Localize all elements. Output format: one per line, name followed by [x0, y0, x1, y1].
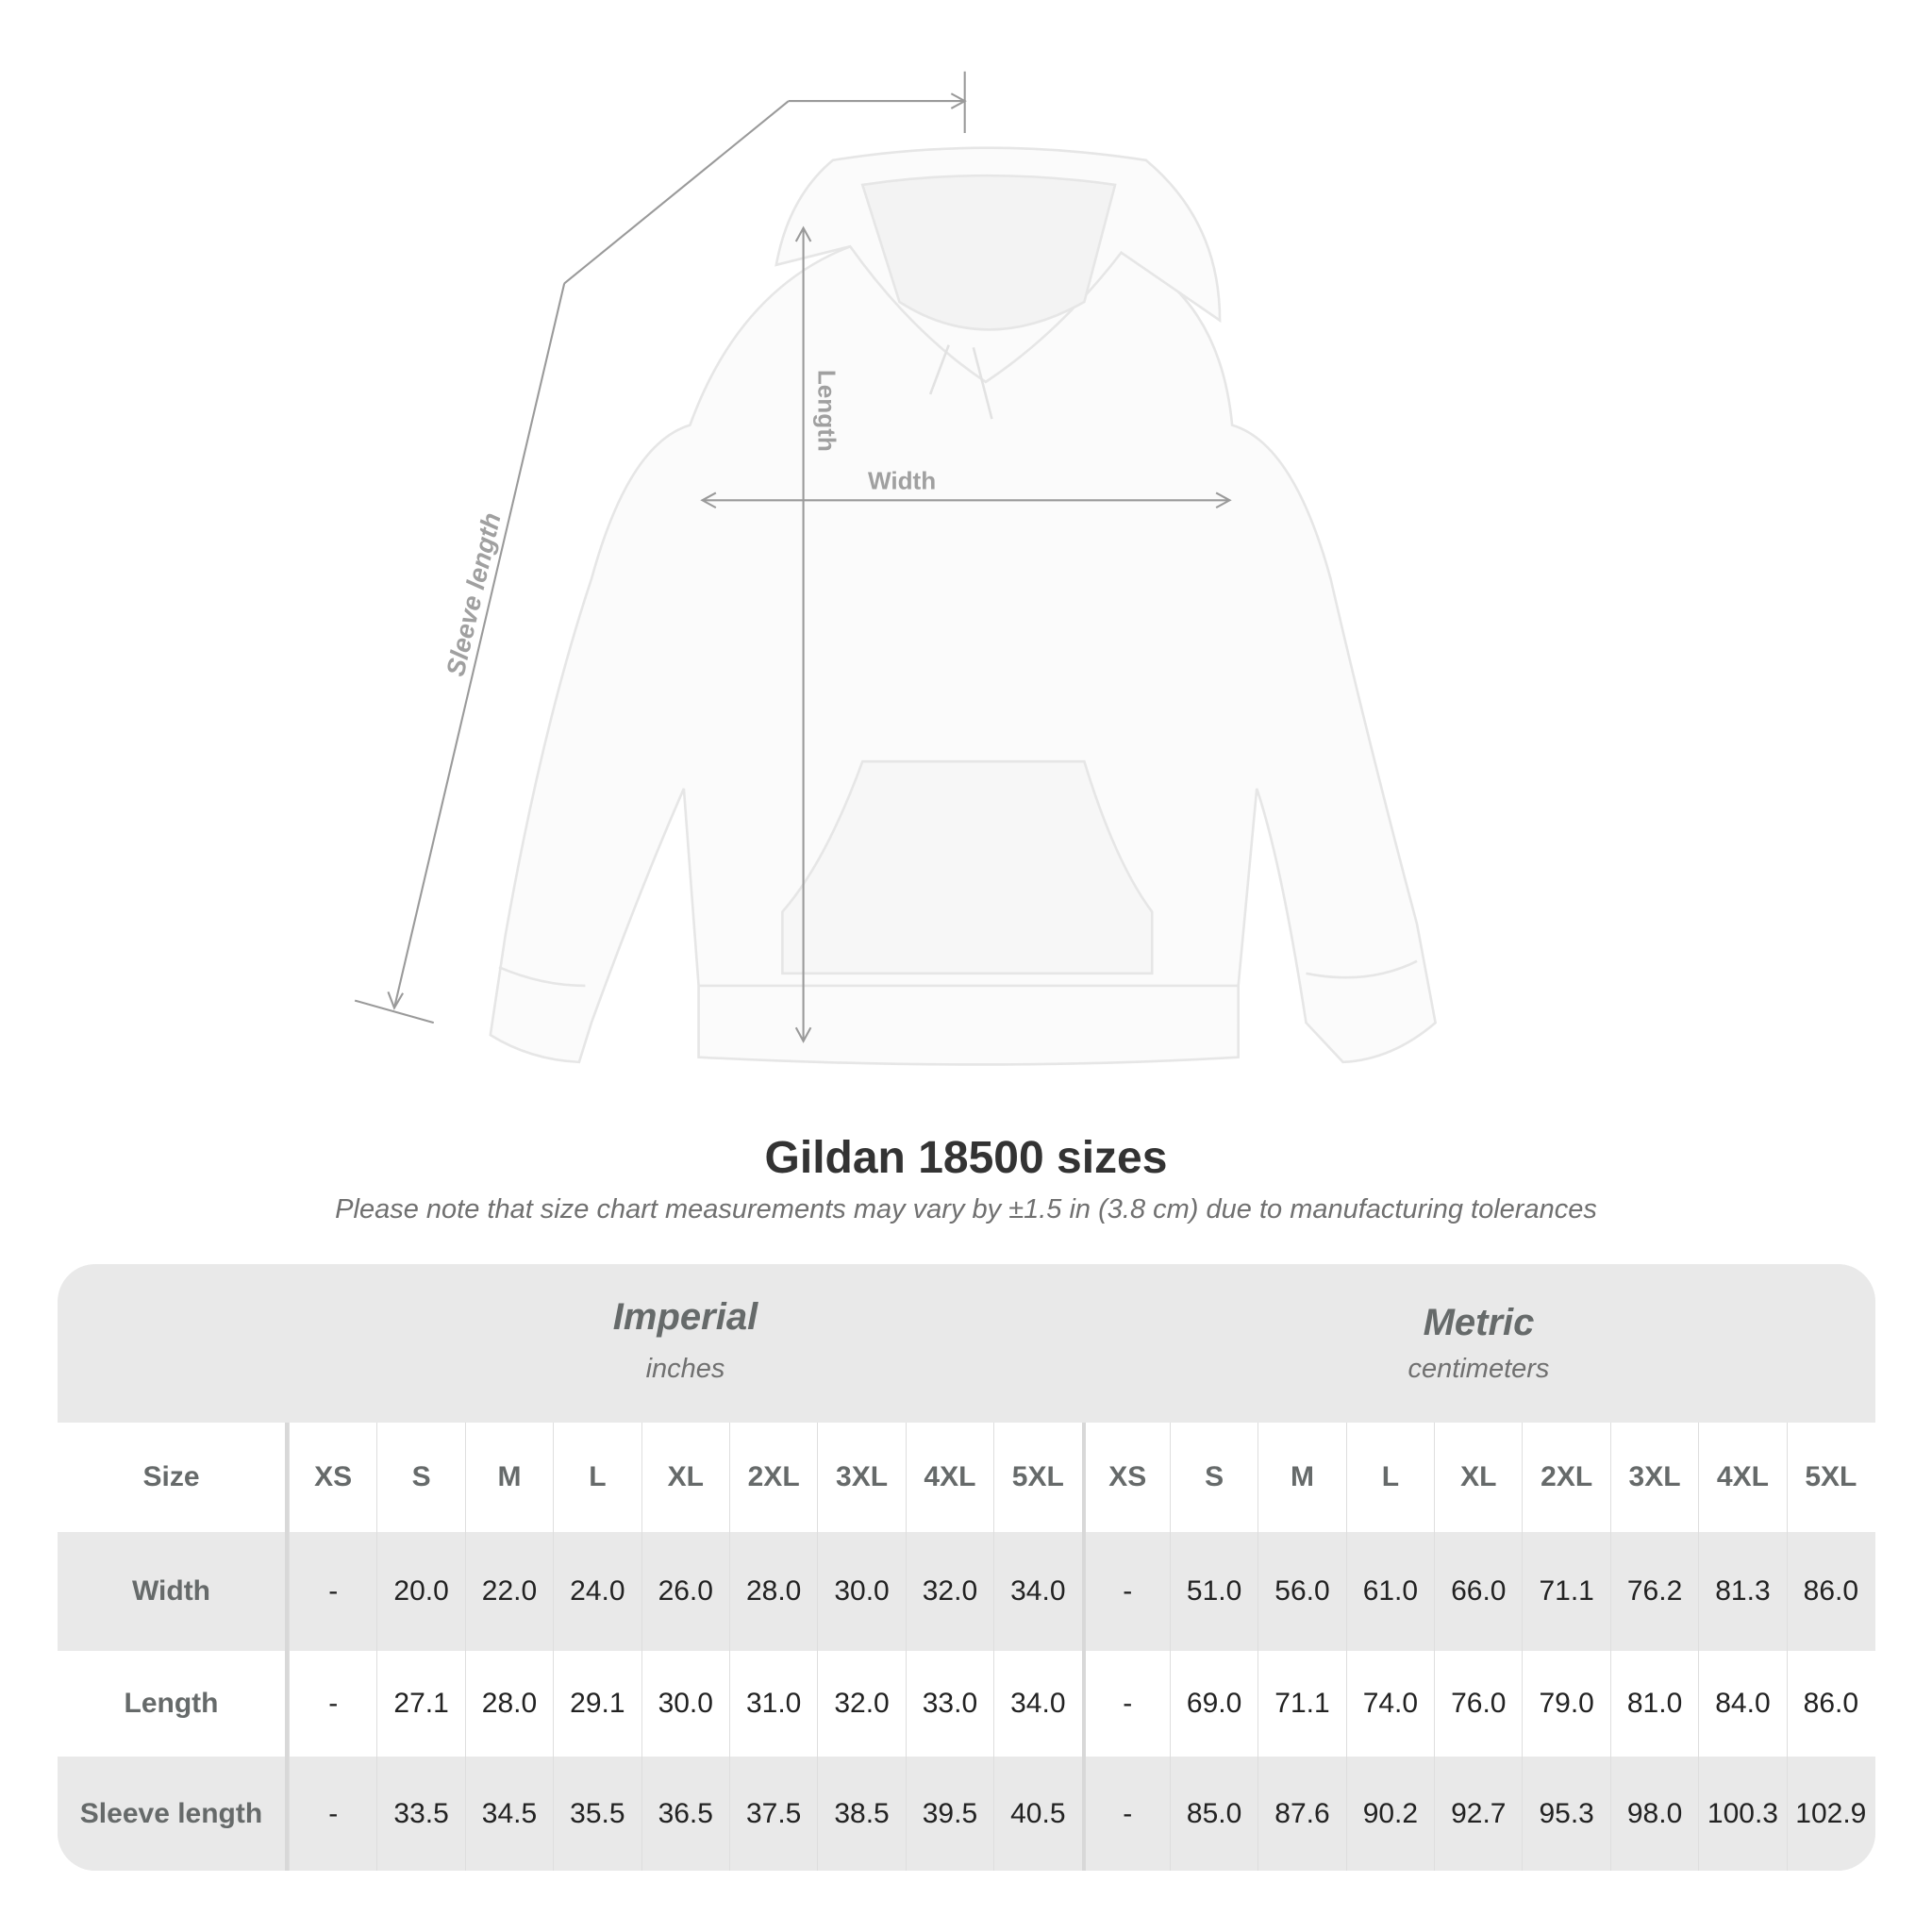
metric-value-cell: 76.2	[1609, 1532, 1698, 1651]
imperial-value-cell: -	[289, 1757, 376, 1871]
metric-title: Metric	[1423, 1302, 1535, 1343]
imperial-size-header: S	[376, 1423, 464, 1532]
imperial-size-header: XL	[641, 1423, 729, 1532]
metric-size-header: 2XL	[1522, 1423, 1609, 1532]
measurement-lines	[354, 71, 1232, 1043]
table-row: Sleeve length -33.5 34.5 35.5 36.5 37.5 38.5 39…	[58, 1757, 1875, 1871]
imperial-size-header: 3XL	[817, 1423, 905, 1532]
imperial-value-cell: 33.0	[905, 1651, 993, 1757]
size-row: Size XS S M L XL 2XL 3XL 4XL 5XL XS S M L XL 2XL 3XL 4XL 5…	[58, 1423, 1875, 1532]
metric-value-cell: 87.6	[1257, 1757, 1345, 1871]
metric-value-cell: 86.0	[1786, 1651, 1874, 1757]
imperial-size-header: XS	[289, 1423, 376, 1532]
imperial-value-cell: 28.0	[464, 1651, 553, 1757]
imperial-size-header: 2XL	[728, 1423, 817, 1532]
metric-value-cell: 102.9	[1786, 1757, 1874, 1871]
metric-value-cell: 71.1	[1257, 1651, 1345, 1757]
table-row: Width -20.0 22.0 24.0 26.0 28.0 30.0 32.0 34.0-5…	[58, 1532, 1875, 1651]
metric-value-cell: 71.1	[1522, 1532, 1609, 1651]
imperial-value-cell: 32.0	[905, 1532, 993, 1651]
imperial-size-header: L	[553, 1423, 641, 1532]
imperial-value-cell: 36.5	[641, 1757, 729, 1871]
length-label: Length	[812, 370, 841, 452]
metric-size-header: 4XL	[1698, 1423, 1786, 1532]
metric-value-cell: 90.2	[1345, 1757, 1434, 1871]
metric-value-cell: 76.0	[1434, 1651, 1522, 1757]
imperial-size-header: 4XL	[905, 1423, 993, 1532]
metric-value-cell: 86.0	[1786, 1532, 1874, 1651]
imperial-value-cell: 28.0	[728, 1532, 817, 1651]
imperial-header: Imperial inches	[289, 1264, 1082, 1423]
width-label: Width	[868, 467, 936, 495]
metric-value-cell: 95.3	[1522, 1757, 1609, 1871]
imperial-value-cell: 38.5	[817, 1757, 905, 1871]
metric-value-cell: 81.3	[1698, 1532, 1786, 1651]
metric-size-header: XS	[1081, 1423, 1170, 1532]
metric-value-cell: -	[1081, 1651, 1170, 1757]
imperial-value-cell: -	[289, 1532, 376, 1651]
metric-value-cell: 69.0	[1169, 1651, 1257, 1757]
sleeve-length-label: Sleeve length	[441, 510, 507, 679]
imperial-value-cell: -	[289, 1651, 376, 1757]
metric-value-cell: 61.0	[1345, 1532, 1434, 1651]
metric-value-cell: 74.0	[1345, 1651, 1434, 1757]
imperial-value-cell: 40.5	[993, 1757, 1081, 1871]
metric-value-cell: 92.7	[1434, 1757, 1522, 1871]
row-label: Length	[58, 1651, 289, 1757]
metric-value-cell: -	[1081, 1757, 1170, 1871]
page-title: Gildan 18500 sizes	[764, 1133, 1168, 1183]
imperial-value-cell: 29.1	[553, 1651, 641, 1757]
imperial-value-cell: 30.0	[817, 1532, 905, 1651]
hoodie-image	[489, 146, 1438, 1066]
imperial-value-cell: 35.5	[553, 1757, 641, 1871]
size-header-label: Size	[58, 1423, 289, 1532]
metric-value-cell: 56.0	[1257, 1532, 1345, 1651]
imperial-value-cell: 39.5	[905, 1757, 993, 1871]
imperial-value-cell: 22.0	[464, 1532, 553, 1651]
row-label: Sleeve length	[58, 1757, 289, 1871]
metric-size-header: XL	[1434, 1423, 1522, 1532]
imperial-size-header: M	[464, 1423, 553, 1532]
metric-value-cell: 100.3	[1698, 1757, 1786, 1871]
imperial-value-cell: 20.0	[376, 1532, 464, 1651]
metric-value-cell: 51.0	[1169, 1532, 1257, 1651]
metric-unit: centimeters	[1407, 1354, 1550, 1384]
metric-size-header: 3XL	[1609, 1423, 1698, 1532]
metric-size-header: S	[1169, 1423, 1257, 1532]
imperial-unit: inches	[645, 1354, 725, 1384]
metric-value-cell: 85.0	[1169, 1757, 1257, 1871]
table-row: Length -27.1 28.0 29.1 30.0 31.0 32.0 33.0 34.0-…	[58, 1651, 1875, 1757]
metric-size-header: L	[1345, 1423, 1434, 1532]
imperial-value-cell: 32.0	[817, 1651, 905, 1757]
imperial-value-cell: 34.0	[993, 1532, 1081, 1651]
metric-size-header: 5XL	[1786, 1423, 1874, 1532]
imperial-value-cell: 26.0	[641, 1532, 729, 1651]
metric-value-cell: 84.0	[1698, 1651, 1786, 1757]
metric-value-cell: 98.0	[1609, 1757, 1698, 1871]
imperial-value-cell: 37.5	[728, 1757, 817, 1871]
metric-value-cell: 79.0	[1522, 1651, 1609, 1757]
row-label: Width	[58, 1532, 289, 1651]
tolerance-note: Please note that size chart measurements…	[335, 1194, 1597, 1224]
imperial-value-cell: 33.5	[376, 1757, 464, 1871]
imperial-title: Imperial	[612, 1296, 758, 1338]
imperial-value-cell: 34.0	[993, 1651, 1081, 1757]
imperial-value-cell: 34.5	[464, 1757, 553, 1871]
imperial-size-header: 5XL	[993, 1423, 1081, 1532]
imperial-value-cell: 24.0	[553, 1532, 641, 1651]
metric-header: Metric centimeters	[1082, 1264, 1875, 1423]
metric-value-cell: 81.0	[1609, 1651, 1698, 1757]
imperial-value-cell: 27.1	[376, 1651, 464, 1757]
size-table: Imperial inches Metric centimeters Size X…	[58, 1264, 1875, 1871]
metric-size-header: M	[1257, 1423, 1345, 1532]
imperial-value-cell: 31.0	[728, 1651, 817, 1757]
metric-value-cell: 66.0	[1434, 1532, 1522, 1651]
imperial-value-cell: 30.0	[641, 1651, 729, 1757]
metric-value-cell: -	[1081, 1532, 1170, 1651]
